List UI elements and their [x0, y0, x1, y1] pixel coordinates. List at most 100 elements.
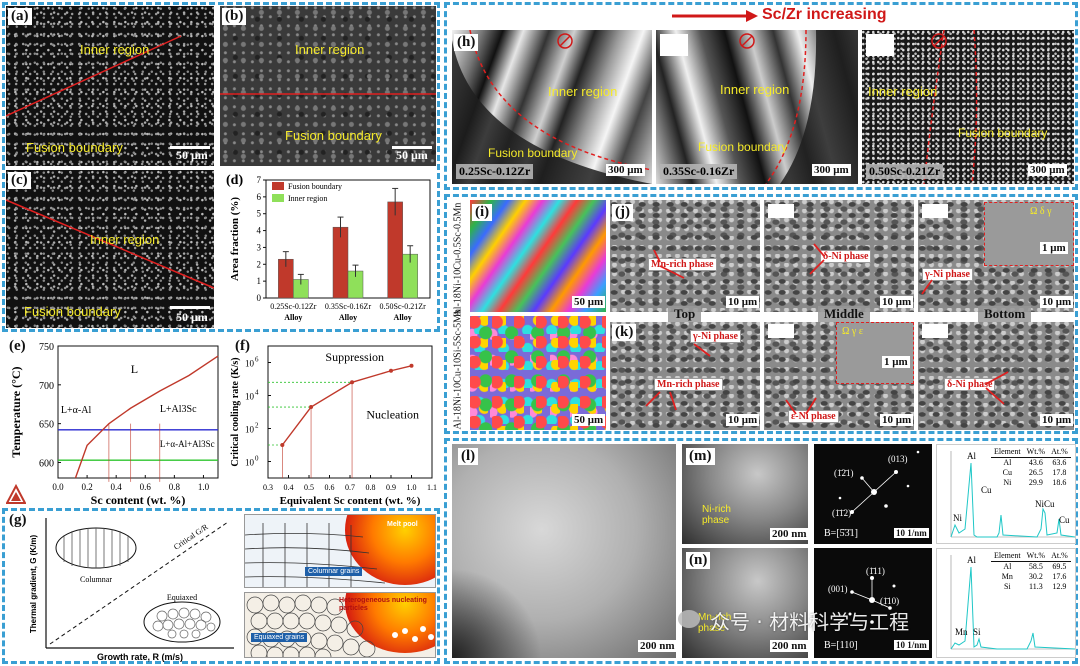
chart-e: 600 650 700 750 0.0 0.2 0.4 0.6 0.8 1.0 L L+α-Al L+A…: [9, 342, 219, 507]
e-x-tick-label: 1.0: [198, 482, 210, 492]
d-legend-swatch: [272, 194, 284, 202]
d-panel-label: (d): [226, 173, 243, 188]
eds-cell: 17.8: [1052, 468, 1067, 477]
eds-cell: 69.5: [1052, 562, 1067, 571]
circle-marker-icon: [739, 33, 755, 49]
inner-region-h1: Inner region: [548, 84, 618, 99]
eds-cell: 29.9: [1028, 478, 1043, 487]
panel-group-g: [2, 508, 440, 664]
eds-peak-n-1: Al: [967, 555, 976, 565]
eds-cell: 26.5: [1028, 468, 1043, 477]
eds-cell: 18.6: [1052, 478, 1067, 487]
saed-m: (1̄2̄1) (013) (1̄1̄2) B=[5̄3̄1] 10 1/nm: [814, 444, 932, 544]
e-liquidus-line: [74, 355, 219, 479]
eds-spectrum-m: Al Cu Ni NiCu Cu Element Wt.% At.% Al 43.6 63…: [936, 444, 1076, 544]
scale-b: 50 μm: [396, 148, 428, 162]
e-x-tick-label: 0.4: [111, 482, 123, 492]
mn-rich-phase-k: Mn-rich phase: [654, 378, 723, 391]
label-e: (e): [9, 338, 26, 354]
e-region-L: L: [131, 362, 138, 376]
scale10-j1: 10 μm: [726, 296, 760, 308]
inset-letters-k: Ω γ ε: [842, 326, 864, 337]
d-y-tick-label: 1: [257, 276, 262, 286]
ebsd-h3: [862, 30, 1074, 184]
schematic-equiaxed: Heterogeneous nucleating particles Equia…: [244, 592, 436, 658]
label-b: (b): [222, 8, 247, 25]
eds-cell: 12.9: [1052, 582, 1067, 591]
f-x-tick-label: 1.0: [407, 483, 417, 492]
e-x-axis-label: Sc content (wt. %): [91, 493, 186, 507]
columnar-grains-text: Columnar grains: [305, 567, 363, 576]
zone-m: B=[5̄3̄1]: [824, 528, 858, 539]
panel-group-h: [444, 2, 1078, 190]
chart-d: 0 1 2 3 4 5 6 7 Area fraction (%) 0.25Sc-0.12Zr Al…: [226, 173, 431, 322]
spot-m-2: (013): [888, 454, 908, 464]
eds-table-m: Element Wt.% At.% Al 43.6 63.6 Cu 26.5 17.8 Ni 29.…: [991, 447, 1071, 488]
label-n: (n): [686, 552, 711, 569]
section-bottom: Bottom: [978, 306, 1032, 322]
eds-header-cell: Element: [991, 447, 1024, 458]
label-c: (c): [8, 172, 31, 189]
eds-peak-m-1: Al: [967, 451, 976, 461]
eds-cell: Al: [1003, 458, 1012, 467]
label-a: (a): [8, 8, 32, 25]
g-xlabel: Growth rate, R (m/s): [97, 652, 183, 662]
fusion-boundary-h1: Fusion boundary: [488, 146, 578, 160]
f-point: [389, 368, 393, 373]
inner-region-a: Inner region: [80, 42, 150, 57]
f-y-tick-label: 10: [245, 458, 255, 468]
scale-i1: 50 μm: [572, 296, 606, 308]
eds-header-row: Element Wt.% At.%: [991, 447, 1071, 458]
eps-ni-phase-k: ε-Ni phase: [788, 410, 839, 423]
d-legend-label: Inner region: [288, 194, 327, 203]
eds-cell: Al: [1003, 562, 1012, 571]
f-y-tick-exponent: 2: [255, 422, 259, 430]
placeholder-box: [768, 204, 794, 218]
fusion-line-a: [6, 35, 182, 117]
eds-cell: Mn: [1001, 572, 1013, 581]
eds-cell: 11.3: [1029, 582, 1043, 591]
e-region-l-al3sc: L+Al3Sc: [160, 404, 197, 415]
e-y-tick-label: 700: [39, 381, 54, 392]
gamma-ni-phase-j: γ-Ni phase: [922, 268, 973, 281]
eds-row: Si 11.3 12.9: [991, 582, 1071, 592]
f-region-suppression: Suppression: [325, 350, 384, 364]
label-g: (g): [6, 512, 30, 529]
gamma-ni-phase-k: γ-Ni phase: [690, 330, 741, 343]
schematic-columnar: Melt pool Columnar grains: [244, 514, 436, 588]
zone-n: B=[110]: [824, 640, 858, 651]
f-x-tick-label: 0.9: [386, 483, 396, 492]
eds-row: Cu 26.5 17.8: [991, 468, 1071, 478]
f-x-tick-label: 0.3: [263, 483, 273, 492]
d-x-axis-label: Alloy: [339, 313, 357, 322]
eds-row: Mn 30.2 17.6: [991, 572, 1071, 582]
scale-a: 50 μm: [176, 148, 208, 162]
section-top: Top: [668, 306, 702, 322]
eds-header-cell: At.%: [1048, 447, 1071, 458]
scale-i2: 50 μm: [572, 414, 606, 426]
d-bar: [332, 226, 349, 299]
ni-rich-phase-m: Ni-rich phase: [702, 504, 731, 526]
eds-peak-n-2: Mn: [955, 627, 968, 637]
eds-cell: 58.5: [1028, 562, 1043, 571]
d-y-tick-label: 6: [257, 192, 262, 202]
alloy-row1-text: Al-18Ni-10Cu-0.5Sc-0.5Mn: [452, 202, 464, 317]
placeholder-box: [660, 34, 688, 56]
f-y-tick-label: 10: [245, 392, 255, 402]
tem-l: [452, 444, 676, 658]
spot-n-3: (1̄10): [880, 596, 900, 606]
scale10-j3: 10 μm: [1040, 296, 1074, 308]
spot-m-1: (1̄2̄1): [834, 468, 854, 478]
eds-header-row: Element Wt.% At.%: [991, 551, 1071, 562]
label-m: (m): [686, 448, 715, 465]
equiaxed-cells: [152, 607, 216, 639]
inner-region-b: Inner region: [295, 42, 365, 57]
critical-line: [49, 521, 229, 645]
inset-letters-j: Ω δ γ: [1030, 206, 1052, 217]
section-middle: Middle: [818, 306, 870, 322]
e-x-tick-label: 0.2: [81, 482, 92, 492]
scale1-k: 1 μm: [882, 356, 910, 368]
ipf-map-i2: [470, 316, 606, 430]
f-x-tick-label: 0.7: [345, 483, 355, 492]
